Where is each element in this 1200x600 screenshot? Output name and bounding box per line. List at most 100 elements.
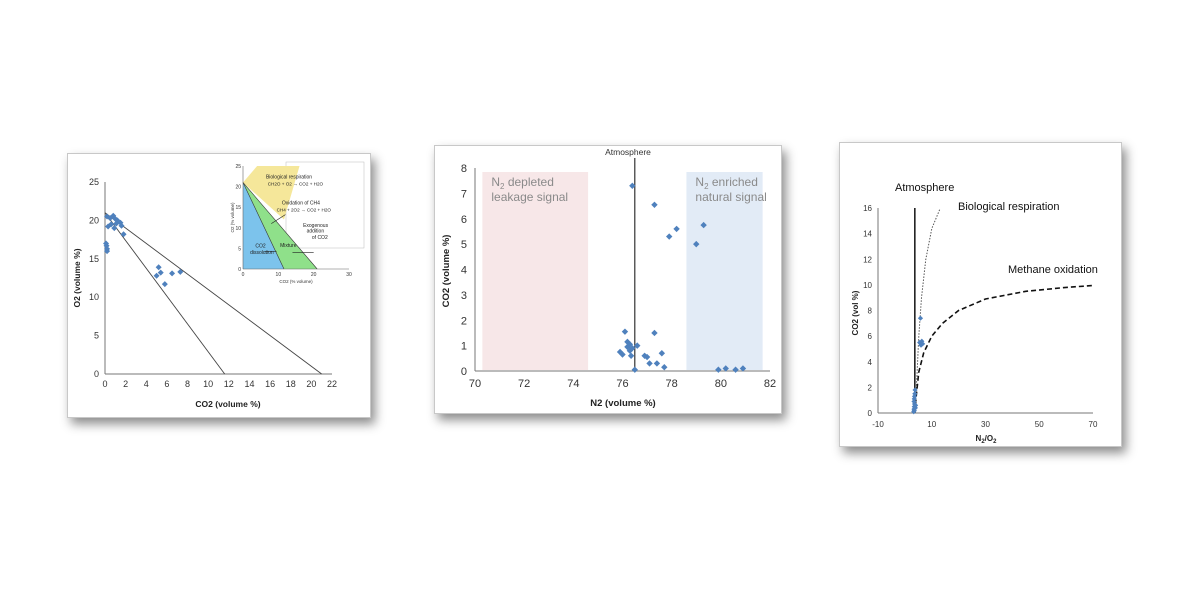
data-point [157, 269, 164, 276]
data-point [700, 221, 707, 229]
y-tick-label: 0 [868, 409, 873, 418]
inset-bio-title: Biological respiration [266, 174, 312, 180]
y-tick-label: 14 [863, 230, 872, 239]
x-tick-label: -10 [872, 420, 884, 429]
inset-y-tick: 25 [235, 164, 241, 170]
y-tick-label: 6 [868, 332, 873, 341]
inset-y-tick: 15 [235, 205, 241, 211]
inset-y-tick: 0 [238, 267, 241, 273]
x-tick-label: 72 [518, 378, 530, 390]
x-tick-label: 82 [764, 378, 776, 390]
x-tick-label: 20 [306, 379, 316, 389]
data-point [118, 222, 125, 229]
chart-a-svg: 0 10 20 30 0 5 10 15 20 25 CO2 (% volume) O2 (% vol… [72, 161, 365, 409]
y-axis-title: CO2 (vol %) [851, 290, 860, 335]
y-tick-label: 5 [461, 239, 467, 251]
data-point [631, 366, 638, 373]
data-point [117, 219, 124, 226]
biological-respiration-label: Biological respiration [958, 201, 1060, 213]
inset-y-title: O2 (% volume) [230, 202, 235, 233]
y-tick-label: 8 [868, 307, 873, 316]
model-line [104, 212, 322, 375]
data-point [161, 281, 168, 288]
data-point [155, 264, 162, 271]
data-point [103, 242, 110, 249]
methane-oxidation-label: Methane oxidation [1008, 264, 1098, 276]
x-tick-label: 16 [265, 379, 275, 389]
inset-of-co2: of CO2 [312, 235, 328, 241]
x-tick-label: 12 [224, 379, 234, 389]
data-point [913, 402, 919, 408]
y-tick-label: 5 [94, 331, 99, 341]
y-tick-label: 0 [461, 366, 467, 378]
n2-depleted-label: N2 depleted [491, 175, 554, 191]
data-point [912, 387, 918, 393]
data-point [105, 223, 112, 230]
y-tick-label: 4 [868, 358, 873, 367]
y-tick-label: 25 [89, 177, 99, 187]
inset-mixture: Mixture [280, 243, 297, 249]
y-tick-label: 20 [89, 215, 99, 225]
x-tick-label: 18 [286, 379, 296, 389]
inset-bio-equation: CH2O + O2 → CO2 + H2O [268, 181, 324, 186]
data-point [626, 341, 634, 348]
chart-co2-vs-n2o2: -10 10 30 50 70 0 2 4 6 8 10 12 14 16 Atmosphere Biol… [839, 142, 1122, 447]
data-point [658, 350, 666, 357]
x-tick-label: 8 [185, 379, 190, 389]
y-tick-label: 12 [863, 255, 872, 264]
data-point [646, 360, 653, 367]
data-point [651, 329, 658, 337]
inset-dissolution: dissolution [250, 250, 274, 256]
y-tick-label: 10 [89, 292, 99, 302]
x-tick-label: 80 [715, 378, 727, 390]
inset-frame [285, 161, 365, 249]
inset-line [242, 182, 285, 270]
data-point [673, 225, 680, 233]
data-point [912, 391, 918, 397]
y-axis-title: CO2 (volume %) [441, 235, 452, 308]
inset-x-title: CO2 (% volume) [279, 279, 313, 284]
chart-co2-vs-n2: N2 depleted leakage signal N2 enriched natu… [434, 145, 782, 414]
inset-diss-co2: CO2 [255, 244, 266, 250]
data-point [715, 366, 722, 373]
x-tick-label: 10 [203, 379, 213, 389]
data-point [641, 352, 648, 359]
x-tick-label: 76 [616, 378, 628, 390]
data-point [651, 201, 658, 208]
data-point [634, 342, 641, 349]
y-tick-label: 15 [89, 254, 99, 264]
atmosphere-label: Atmosphere [895, 182, 954, 194]
y-tick-label: 0 [94, 369, 99, 379]
biological-respiration-curve [914, 209, 941, 413]
data-point [619, 351, 626, 358]
data-point [120, 231, 127, 238]
x-axis-title: CO2 (volume %) [195, 399, 260, 409]
data-point [113, 220, 120, 227]
inset-exogenous: Exogenous [303, 223, 329, 229]
data-point [920, 341, 926, 347]
inset-x-tick: 20 [311, 272, 317, 278]
data-point [661, 363, 668, 371]
data-point [917, 315, 924, 321]
x-tick-label: 6 [164, 379, 169, 389]
x-tick-label: 78 [666, 378, 678, 390]
inset-x-tick: 30 [346, 272, 352, 278]
natural-signal-label: natural signal [695, 190, 766, 204]
inset-y-tick: 20 [235, 185, 241, 191]
x-tick-label: 0 [102, 379, 107, 389]
y-tick-label: 6 [461, 214, 467, 226]
x-tick-label: 50 [1035, 420, 1044, 429]
x-axis-title: N2 (volume %) [590, 398, 655, 409]
n2-enriched-region [686, 172, 763, 370]
y-tick-label: 10 [863, 281, 872, 290]
inset-x-tick: 0 [242, 272, 245, 278]
x-tick-label: 74 [567, 378, 579, 390]
x-tick-label: 30 [981, 420, 990, 429]
n2-enriched-label: N2 enriched [695, 175, 758, 191]
data-point [169, 270, 176, 277]
data-point [911, 393, 918, 399]
y-tick-label: 3 [461, 290, 467, 302]
y-tick-label: 8 [461, 163, 467, 175]
data-point [111, 225, 118, 232]
